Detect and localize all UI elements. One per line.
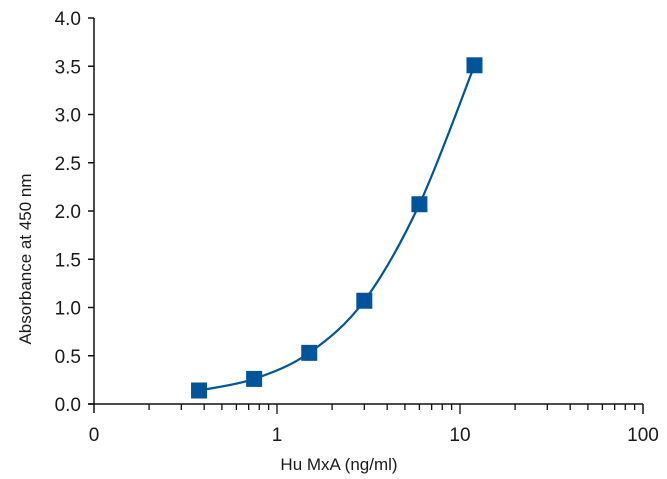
y-tick-label: 3.5 bbox=[55, 57, 81, 78]
y-tick-label: 2.5 bbox=[55, 154, 81, 175]
fit-curve bbox=[198, 64, 476, 392]
y-tick-label: 2.0 bbox=[55, 202, 81, 223]
y-tick-label: 3.0 bbox=[55, 106, 81, 127]
square-marker bbox=[356, 292, 373, 309]
x-tick-label: 10 bbox=[449, 425, 470, 446]
square-marker bbox=[411, 196, 428, 213]
square-marker bbox=[246, 370, 263, 387]
x-tick-label: 0 bbox=[89, 425, 100, 446]
fit-curve-path bbox=[198, 64, 476, 392]
y-axis-title: Absorbance at 450 nm bbox=[16, 173, 35, 344]
y-tick-label: 0.0 bbox=[55, 395, 81, 416]
y-tick-label: 1.0 bbox=[55, 299, 81, 320]
square-marker bbox=[301, 344, 318, 361]
x-tick-label: 100 bbox=[627, 425, 659, 446]
data-markers bbox=[191, 57, 483, 399]
x-axis-title: Hu MxA (ng/ml) bbox=[280, 455, 397, 474]
square-marker bbox=[191, 382, 208, 399]
y-tick-label: 4.0 bbox=[55, 9, 81, 30]
x-axis: 0 1 10 100 bbox=[88, 403, 659, 446]
x-tick-label: 1 bbox=[272, 425, 283, 446]
y-tick-label: 1.5 bbox=[55, 250, 81, 271]
y-axis: 0.0 0.5 1.0 1.5 2.0 2.5 3.0 3.5 4.0 bbox=[55, 9, 95, 416]
y-tick-label: 0.5 bbox=[55, 347, 81, 368]
square-marker bbox=[466, 57, 483, 74]
